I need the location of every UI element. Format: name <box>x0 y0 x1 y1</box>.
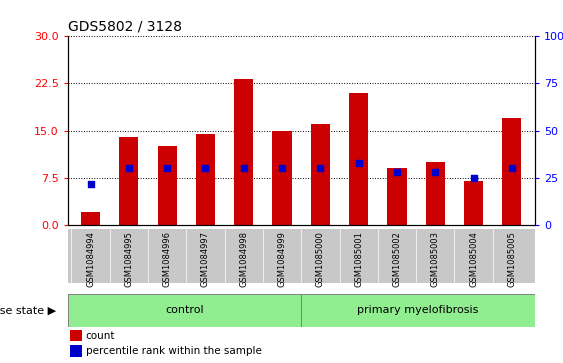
Bar <box>234 79 253 225</box>
Bar <box>272 131 292 225</box>
Text: GSM1085003: GSM1085003 <box>431 232 440 287</box>
Bar <box>70 345 82 357</box>
Bar <box>70 330 82 341</box>
Text: disease state ▶: disease state ▶ <box>0 305 56 315</box>
Point <box>507 166 516 171</box>
Bar <box>301 294 535 327</box>
Point <box>163 166 172 171</box>
Bar <box>426 162 445 225</box>
Text: GSM1085004: GSM1085004 <box>469 232 478 287</box>
Bar <box>119 137 138 225</box>
Bar <box>502 118 521 225</box>
Point <box>354 160 363 166</box>
Point <box>392 169 401 175</box>
Point <box>469 175 478 181</box>
Bar <box>196 134 215 225</box>
Text: GSM1084994: GSM1084994 <box>86 232 95 287</box>
Text: GSM1084998: GSM1084998 <box>239 232 248 287</box>
Text: GSM1085000: GSM1085000 <box>316 232 325 287</box>
Bar <box>68 294 301 327</box>
Point <box>278 166 287 171</box>
Point <box>239 166 248 171</box>
Text: count: count <box>86 331 115 341</box>
Text: GDS5802 / 3128: GDS5802 / 3128 <box>68 20 181 34</box>
Bar <box>311 125 330 225</box>
Text: percentile rank within the sample: percentile rank within the sample <box>86 346 262 356</box>
Point <box>316 166 325 171</box>
Text: primary myelofibrosis: primary myelofibrosis <box>358 305 479 315</box>
Bar <box>349 93 368 225</box>
Text: GSM1085005: GSM1085005 <box>507 232 516 287</box>
Text: GSM1085002: GSM1085002 <box>392 232 401 287</box>
Point <box>201 166 210 171</box>
Text: GSM1084995: GSM1084995 <box>124 232 133 287</box>
Text: control: control <box>165 305 204 315</box>
Bar <box>464 181 483 225</box>
Bar <box>81 212 100 225</box>
Point <box>86 181 95 187</box>
Text: GSM1084999: GSM1084999 <box>278 232 287 287</box>
Bar <box>158 146 177 225</box>
Point <box>431 169 440 175</box>
Text: GSM1084997: GSM1084997 <box>201 232 210 287</box>
Bar <box>387 168 406 225</box>
Point <box>124 166 133 171</box>
Bar <box>68 229 535 283</box>
Text: GSM1085001: GSM1085001 <box>354 232 363 287</box>
Text: GSM1084996: GSM1084996 <box>163 232 172 287</box>
